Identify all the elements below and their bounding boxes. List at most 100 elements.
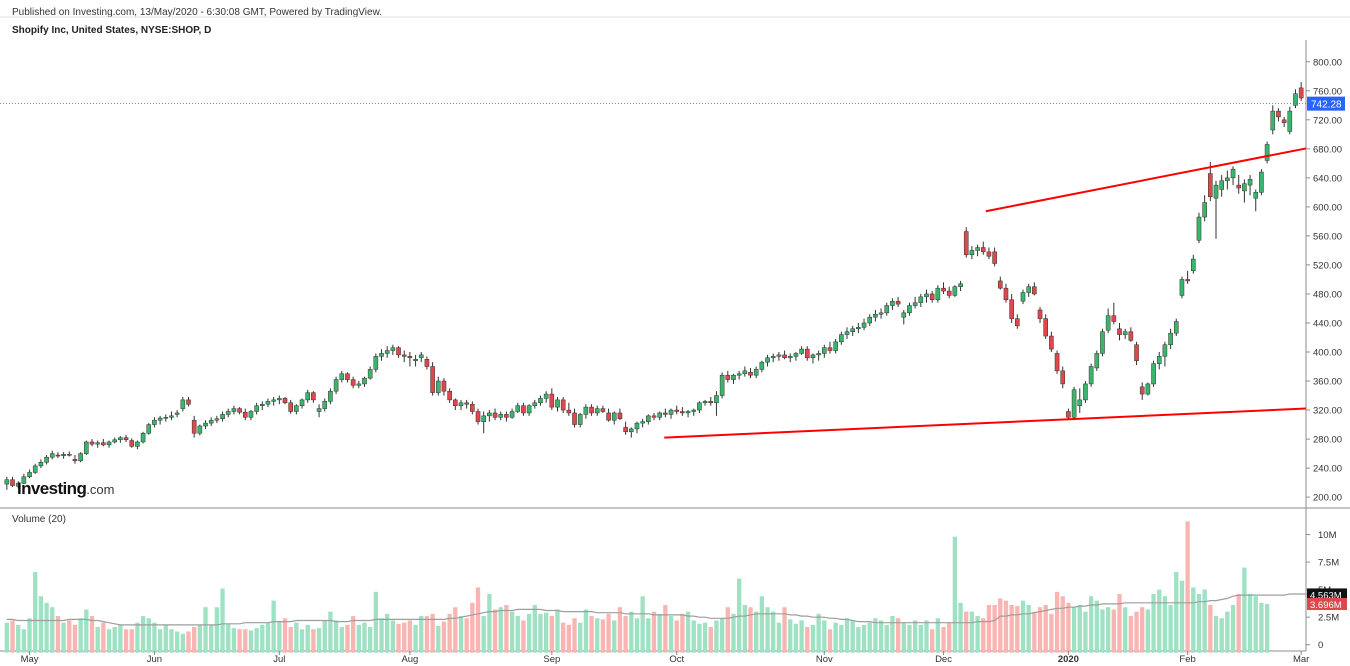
candle-body bbox=[1253, 192, 1259, 199]
candle-body bbox=[646, 415, 651, 422]
candle-body bbox=[305, 392, 311, 401]
volume-bar bbox=[1003, 600, 1009, 653]
volume-bar bbox=[84, 609, 89, 653]
volume-bar bbox=[640, 596, 645, 653]
volume-bar bbox=[873, 618, 878, 653]
candle-body bbox=[214, 418, 220, 421]
candle-body bbox=[260, 403, 265, 406]
volume-bar bbox=[731, 613, 736, 653]
candle-body bbox=[407, 356, 413, 359]
volume-bar bbox=[1264, 603, 1270, 653]
candle-body bbox=[890, 300, 895, 306]
candle-body bbox=[731, 374, 736, 380]
time-tick-label: May bbox=[21, 654, 39, 665]
candle-body bbox=[458, 402, 464, 406]
candle-body bbox=[907, 305, 912, 314]
volume-bar bbox=[447, 613, 452, 653]
volume-bar bbox=[487, 594, 492, 653]
volume-bar bbox=[89, 616, 95, 653]
candle-body bbox=[878, 312, 884, 315]
volume-bar bbox=[663, 605, 668, 653]
volume-bar bbox=[799, 620, 804, 653]
volume-bar bbox=[333, 620, 339, 653]
candle-body bbox=[118, 437, 123, 441]
volume-bar bbox=[1134, 611, 1139, 653]
volume-bar bbox=[1151, 594, 1156, 653]
volume-bar bbox=[901, 622, 906, 653]
volume-bar bbox=[986, 605, 992, 653]
volume-bar bbox=[368, 627, 373, 653]
candle-body bbox=[220, 414, 225, 420]
volume-bar bbox=[708, 627, 713, 653]
candle-body bbox=[1287, 110, 1293, 132]
candle-body bbox=[345, 373, 350, 380]
volume-bar bbox=[1208, 605, 1213, 653]
volume-bar bbox=[606, 613, 611, 653]
candle-body bbox=[918, 296, 924, 303]
candle-body bbox=[873, 314, 878, 318]
candle-body bbox=[941, 287, 946, 292]
volume-bar bbox=[543, 612, 549, 653]
candle-body bbox=[10, 479, 15, 486]
candle-body bbox=[1083, 383, 1088, 401]
volume-bar bbox=[1225, 611, 1230, 653]
candle-body bbox=[929, 293, 935, 301]
volume-bar bbox=[50, 607, 55, 653]
price-tick-label: 600.00 bbox=[1313, 202, 1342, 213]
volume-bar bbox=[634, 618, 640, 653]
volume-bar bbox=[203, 607, 208, 653]
volume-bar bbox=[180, 633, 185, 653]
volume-bar bbox=[123, 629, 129, 653]
candle-body bbox=[390, 347, 396, 351]
candle-body bbox=[543, 393, 549, 399]
candle-body bbox=[430, 366, 435, 393]
candle-body bbox=[1196, 216, 1202, 241]
volume-bar bbox=[67, 620, 72, 653]
candle-body bbox=[277, 398, 282, 401]
candle-body bbox=[992, 251, 997, 264]
candle-body bbox=[362, 377, 367, 385]
volume-bar bbox=[1105, 607, 1111, 653]
volume-bar bbox=[578, 622, 583, 653]
volume-bar bbox=[719, 618, 725, 653]
candle-body bbox=[174, 412, 180, 415]
volume-bar bbox=[243, 629, 248, 653]
candle-body bbox=[504, 414, 509, 418]
candle-body bbox=[441, 380, 447, 392]
volume-bar bbox=[566, 624, 572, 653]
volume-bar bbox=[844, 618, 850, 653]
candle-body bbox=[1032, 286, 1037, 295]
candle-body bbox=[328, 390, 333, 402]
candle-body bbox=[294, 405, 299, 412]
volume-bar bbox=[169, 629, 174, 653]
candle-body bbox=[1128, 331, 1134, 341]
candle-body bbox=[1219, 180, 1224, 190]
time-tick-label: 2020 bbox=[1058, 654, 1079, 665]
volume-bar bbox=[839, 624, 844, 653]
candle-body bbox=[1003, 287, 1009, 301]
candle-body bbox=[129, 440, 135, 447]
volume-bar bbox=[311, 629, 316, 653]
candle-body bbox=[4, 479, 10, 485]
candle-body bbox=[708, 401, 714, 404]
volume-bar bbox=[595, 618, 600, 653]
volume-bar bbox=[1088, 596, 1094, 653]
candle-body bbox=[702, 401, 708, 404]
volume-bar bbox=[1185, 521, 1190, 653]
candle-body bbox=[413, 359, 418, 361]
volume-bar bbox=[771, 611, 776, 653]
volume-bar bbox=[498, 607, 503, 653]
volume-bar bbox=[822, 620, 827, 653]
volume-bar bbox=[788, 619, 793, 653]
volume-bar bbox=[1253, 596, 1258, 653]
candle-body bbox=[924, 293, 929, 298]
candle-body bbox=[350, 379, 356, 386]
candle-body bbox=[396, 347, 401, 356]
volume-bar bbox=[430, 613, 435, 653]
volume-bar bbox=[1259, 602, 1264, 653]
volume-bar bbox=[907, 624, 912, 653]
volume-bar bbox=[1100, 609, 1105, 653]
candle-body bbox=[231, 408, 237, 412]
symbol-title: Shopify Inc, United States, NYSE:SHOP, D bbox=[12, 25, 212, 36]
volume-bar bbox=[350, 616, 356, 653]
